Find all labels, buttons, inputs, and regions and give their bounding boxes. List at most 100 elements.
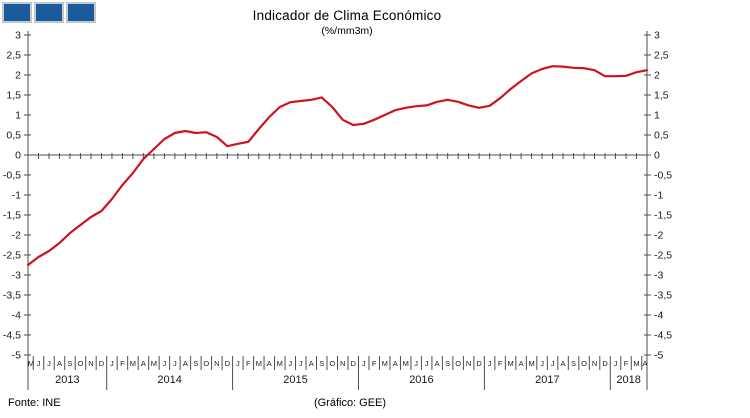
svg-text:J: J [362,359,366,368]
svg-text:F: F [498,359,503,368]
svg-text:S: S [571,359,576,368]
svg-text:-3: -3 [654,270,663,282]
svg-text:-1: -1 [654,190,663,202]
svg-text:2: 2 [654,70,660,82]
svg-text:F: F [246,359,251,368]
svg-text:D: D [225,359,231,368]
svg-text:S: S [319,359,324,368]
svg-text:2016: 2016 [409,374,433,386]
svg-text:M: M [382,359,388,368]
svg-text:A: A [642,359,647,368]
svg-text:2,5: 2,5 [6,50,21,62]
svg-text:-3: -3 [12,270,21,282]
data-line [26,65,649,267]
svg-text:3: 3 [654,30,660,42]
svg-text:J: J [47,359,51,368]
svg-text:2014: 2014 [157,374,181,386]
svg-text:1: 1 [15,110,21,122]
logo-square [2,2,32,23]
svg-text:-3,5: -3,5 [3,290,21,302]
chart-title: Indicador de Clima Económico [252,8,442,23]
svg-text:N: N [88,359,93,368]
svg-text:0,5: 0,5 [654,130,669,142]
svg-text:2015: 2015 [283,374,307,386]
svg-text:A: A [309,359,314,368]
svg-text:-2: -2 [12,230,21,242]
svg-text:-0,5: -0,5 [654,170,672,182]
svg-text:1,5: 1,5 [6,90,21,102]
svg-text:A: A [267,359,272,368]
svg-text:J: J [414,359,418,368]
svg-text:-1,5: -1,5 [3,210,21,222]
svg-text:3: 3 [15,30,21,42]
svg-text:M: M [633,359,639,368]
svg-text:2018: 2018 [616,374,640,386]
svg-text:2,5: 2,5 [654,50,669,62]
svg-text:N: N [466,359,471,368]
credit-note: (Gráfico: GEE) [313,397,387,409]
svg-text:J: J [551,359,555,368]
svg-text:M: M [256,359,262,368]
svg-text:O: O [581,359,587,368]
svg-text:F: F [120,359,125,368]
svg-text:D: D [351,359,357,368]
svg-text:J: J [488,359,492,368]
svg-text:M: M [528,359,534,368]
chart-subtitle: (%/mm3m) [321,25,373,37]
svg-text:A: A [561,359,566,368]
svg-text:-0,5: -0,5 [3,170,21,182]
svg-text:M: M [151,359,157,368]
svg-text:0: 0 [654,150,660,162]
svg-text:M: M [403,359,409,368]
svg-text:J: J [425,359,429,368]
svg-text:-5: -5 [654,350,663,362]
svg-text:A: A [393,359,398,368]
svg-text:-4,5: -4,5 [3,330,21,342]
svg-text:-4: -4 [12,310,21,322]
logo [2,2,96,23]
svg-text:A: A [519,359,524,368]
svg-text:-1: -1 [12,190,21,202]
svg-text:1: 1 [654,110,660,122]
svg-text:D: D [476,359,482,368]
svg-text:-4,5: -4,5 [654,330,672,342]
svg-text:A: A [183,359,188,368]
source-note: Fonte: INE [8,397,61,409]
svg-text:J: J [163,359,167,368]
svg-text:0,5: 0,5 [6,130,21,142]
svg-text:A: A [141,359,146,368]
svg-text:2: 2 [15,70,21,82]
svg-text:N: N [592,359,597,368]
svg-text:M: M [130,359,136,368]
svg-text:J: J [540,359,544,368]
svg-text:1,5: 1,5 [654,90,669,102]
svg-text:M: M [507,359,513,368]
svg-text:S: S [67,359,72,368]
svg-text:-1,5: -1,5 [654,210,672,222]
svg-text:2017: 2017 [535,374,559,386]
svg-text:-4: -4 [654,310,663,322]
svg-text:A: A [435,359,440,368]
svg-text:S: S [193,359,198,368]
svg-text:F: F [372,359,377,368]
svg-text:J: J [288,359,292,368]
svg-text:-5: -5 [12,350,21,362]
svg-text:O: O [455,359,461,368]
svg-text:F: F [624,359,629,368]
svg-text:D: D [602,359,608,368]
svg-text:M: M [277,359,283,368]
svg-text:-2,5: -2,5 [654,250,672,262]
svg-text:J: J [299,359,303,368]
svg-text:S: S [445,359,450,368]
logo-square [34,2,64,23]
logo-square [66,2,96,23]
svg-text:J: J [614,359,618,368]
svg-text:O: O [203,359,209,368]
svg-text:A: A [57,359,62,368]
svg-text:N: N [214,359,219,368]
svg-text:M: M [28,359,34,368]
svg-text:J: J [110,359,114,368]
svg-text:2013: 2013 [55,374,79,386]
svg-text:O: O [329,359,335,368]
